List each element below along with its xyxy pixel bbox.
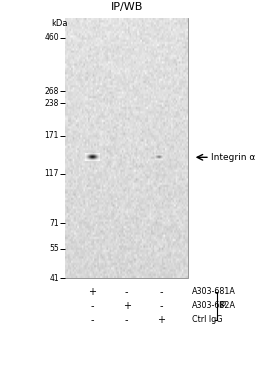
Text: -: - xyxy=(159,301,163,311)
Text: kDa: kDa xyxy=(51,19,68,28)
Text: -: - xyxy=(91,315,94,325)
Text: IP/WB: IP/WB xyxy=(111,3,143,13)
Text: -: - xyxy=(125,315,129,325)
Text: +: + xyxy=(157,315,165,325)
Text: Integrin α6: Integrin α6 xyxy=(211,153,256,162)
Text: +: + xyxy=(88,287,96,297)
Text: 117: 117 xyxy=(45,169,59,178)
Text: Ctrl IgG: Ctrl IgG xyxy=(192,315,222,324)
Text: IP: IP xyxy=(218,301,226,310)
Text: +: + xyxy=(123,301,131,311)
Bar xyxy=(65,18,188,278)
Text: 268: 268 xyxy=(45,87,59,96)
Text: 460: 460 xyxy=(44,33,59,42)
Text: 71: 71 xyxy=(49,219,59,228)
Text: -: - xyxy=(125,287,129,297)
Text: 41: 41 xyxy=(49,273,59,282)
Text: 55: 55 xyxy=(49,244,59,253)
Text: -: - xyxy=(159,287,163,297)
Text: -: - xyxy=(91,301,94,311)
Text: 238: 238 xyxy=(45,99,59,108)
Text: 171: 171 xyxy=(45,131,59,141)
Text: A303-682A: A303-682A xyxy=(192,301,236,310)
Text: A303-681A: A303-681A xyxy=(192,287,236,296)
